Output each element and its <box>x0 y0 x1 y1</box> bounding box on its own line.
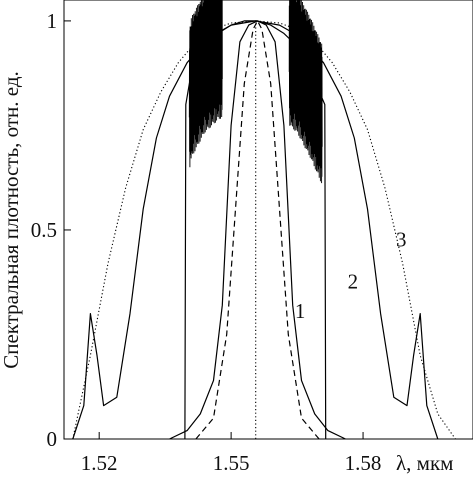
ticks: 1.52 1.55 1.58 0 0.5 1 <box>31 9 382 475</box>
x-axis-title: λ, мкм <box>396 451 453 475</box>
curve-label-3: 3 <box>396 228 407 252</box>
noise-layer <box>188 0 323 184</box>
y-tick-label-2: 1 <box>47 9 58 33</box>
y-tick-label-1: 0.5 <box>31 218 57 242</box>
y-tick-label-0: 0 <box>47 427 58 451</box>
x-tick-label-1: 1.55 <box>213 451 250 475</box>
right-oscillation-band <box>288 0 323 184</box>
plot-frame <box>63 0 473 440</box>
series-line-4 <box>72 20 439 440</box>
left-oscillation-band <box>188 0 223 168</box>
curve-label-1: 1 <box>295 299 306 323</box>
series-line-1 <box>195 20 320 440</box>
x-tick-label-0: 1.52 <box>81 451 118 475</box>
series-line-5 <box>72 20 456 440</box>
curve-label-2: 2 <box>348 269 359 293</box>
y-axis-title: Спектральная плотность, отн. ед. <box>0 71 23 369</box>
labels-layer: 1 2 3 <box>295 228 407 323</box>
x-tick-label-2: 1.58 <box>345 451 382 475</box>
